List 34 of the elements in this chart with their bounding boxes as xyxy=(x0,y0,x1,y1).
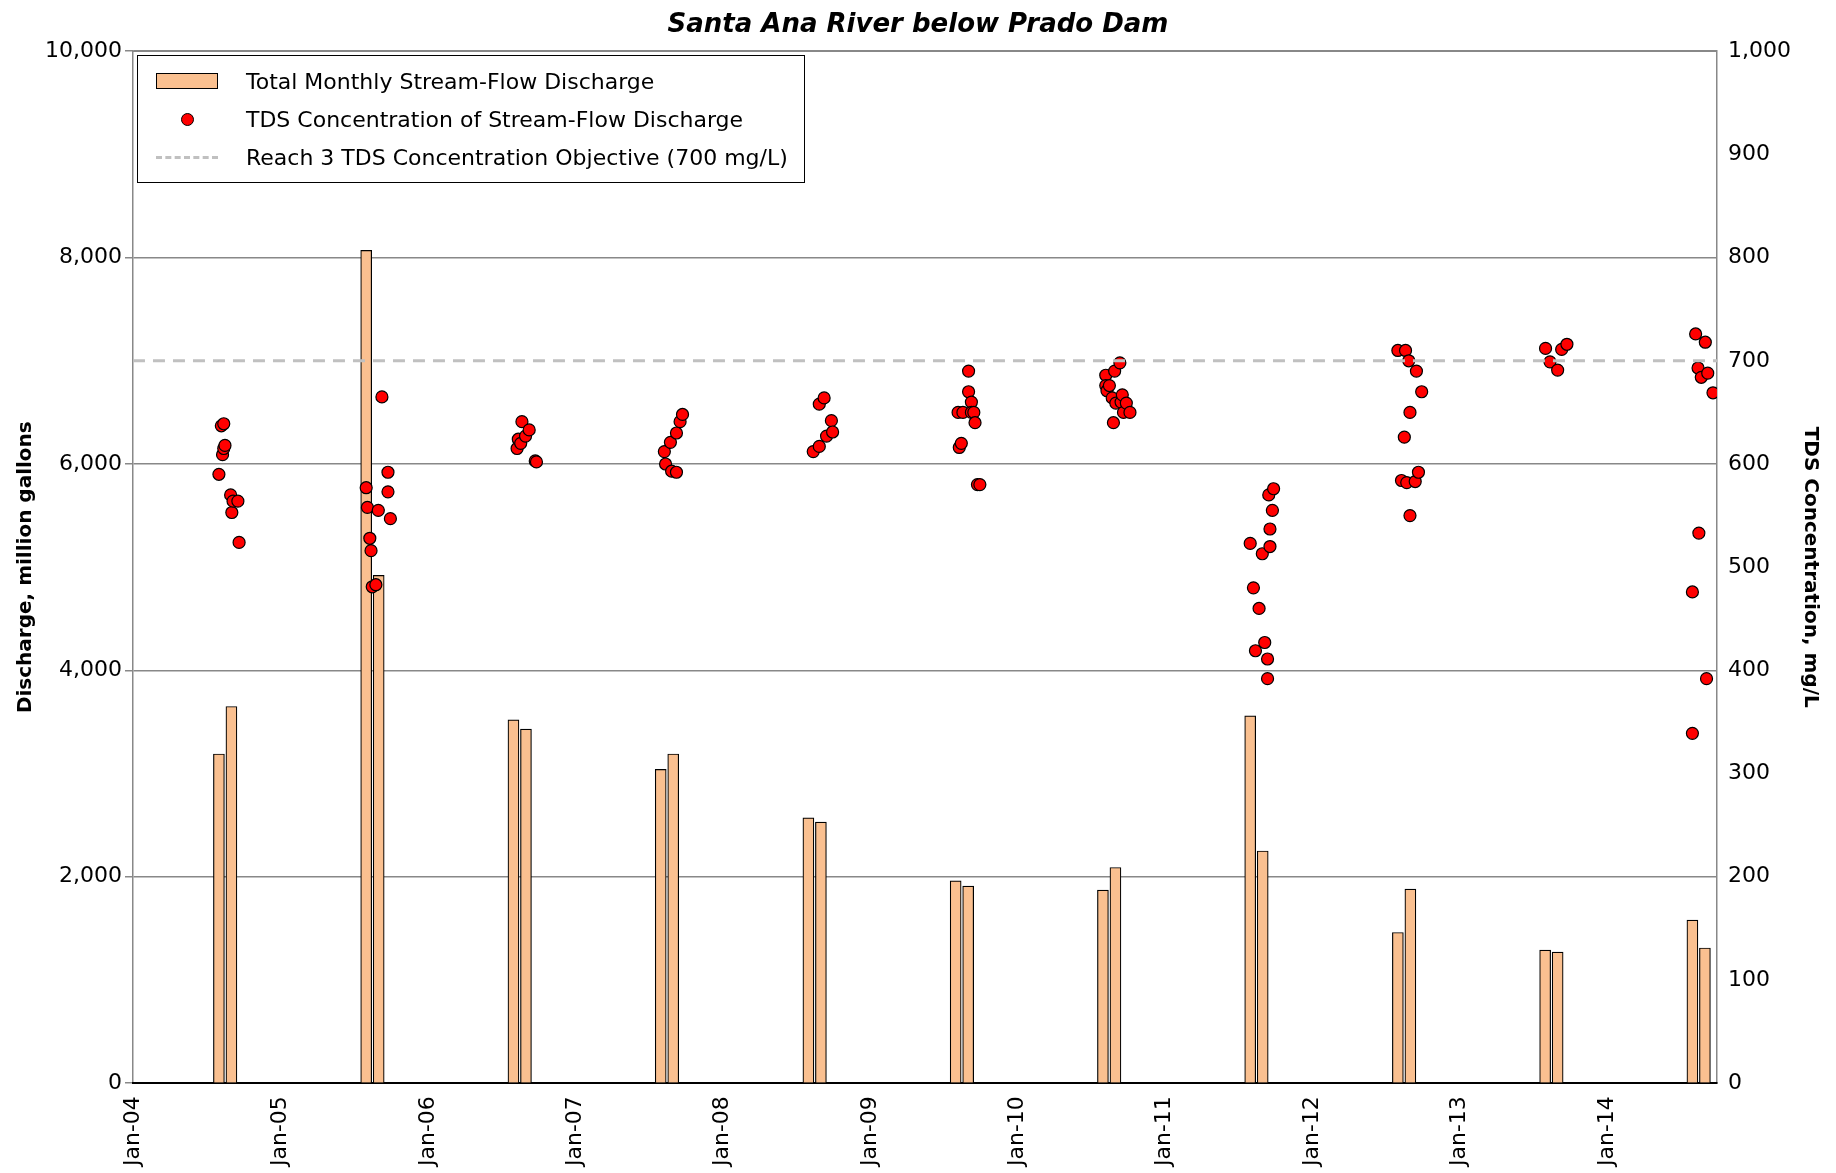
y-axis-title: Discharge, million gallons xyxy=(12,421,37,714)
y-tick-label: 6,000 xyxy=(58,449,122,475)
legend-label: TDS Concentration of Stream-Flow Discharge xyxy=(245,106,744,132)
x-tick-label: Jan-13 xyxy=(1445,1096,1471,1169)
chart-title: Santa Ana River below Prado Dam xyxy=(667,8,1169,39)
y-tick-label: 0 xyxy=(107,1068,122,1094)
x-tick-label: Jan-11 xyxy=(1150,1096,1176,1169)
y2-tick-label: 200 xyxy=(1728,862,1771,888)
x-tick-label: Jan-07 xyxy=(560,1096,586,1169)
x-tick-label: Jan-06 xyxy=(413,1096,439,1169)
y-tick-label: 8,000 xyxy=(58,243,122,269)
y-tick-label: 2,000 xyxy=(58,862,122,888)
y2-tick-label: 500 xyxy=(1728,552,1771,578)
y2-tick-label: 100 xyxy=(1728,965,1771,991)
y2-tick-label: 600 xyxy=(1728,449,1771,475)
x-tick-label: Jan-14 xyxy=(1592,1096,1618,1169)
y2-tick-label: 800 xyxy=(1728,243,1771,269)
y2-axis-title: TDS Concentration, mg/L xyxy=(1799,426,1824,708)
legend-label: Total Monthly Stream-Flow Discharge xyxy=(245,68,655,94)
y-tick-label: 10,000 xyxy=(44,36,122,62)
y2-tick-label: 400 xyxy=(1728,656,1771,682)
x-tick-label: Jan-09 xyxy=(855,1096,881,1169)
y2-tick-label: 700 xyxy=(1728,346,1771,372)
x-tick-label: Jan-04 xyxy=(118,1096,144,1169)
y2-tick-label: 1,000 xyxy=(1728,36,1791,62)
y2-tick-label: 900 xyxy=(1728,140,1771,166)
y2-tick-label: 300 xyxy=(1728,759,1771,785)
legend-label: Reach 3 TDS Concentration Objective (700 mg/L) xyxy=(245,144,788,170)
x-tick-label: Jan-12 xyxy=(1297,1096,1323,1169)
y2-tick-label: 0 xyxy=(1728,1068,1743,1094)
x-tick-label: Jan-10 xyxy=(1003,1096,1029,1169)
x-tick-label: Jan-08 xyxy=(708,1096,734,1169)
x-tick-label: Jan-05 xyxy=(266,1096,292,1169)
y-tick-label: 4,000 xyxy=(58,656,122,682)
